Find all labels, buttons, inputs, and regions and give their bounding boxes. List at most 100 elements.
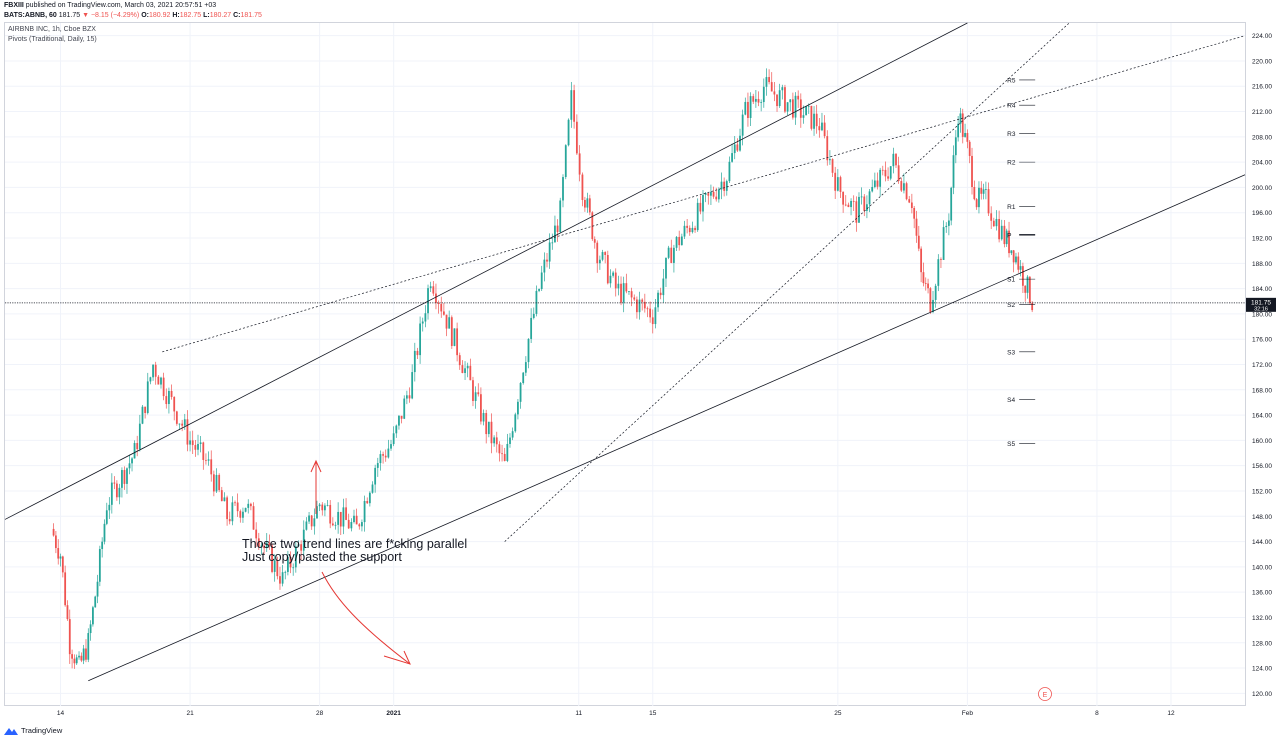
candle-body [704, 193, 707, 195]
candle-body [834, 172, 837, 191]
candle-body [942, 227, 945, 260]
candle-body [71, 654, 73, 659]
candle-body [1022, 266, 1024, 286]
close-value: 181.75 [240, 12, 262, 19]
candle-body [573, 90, 576, 122]
candle-body [665, 257, 667, 279]
candle-body [731, 153, 733, 162]
candle-body [103, 523, 106, 542]
x-tick-label: 11 [575, 710, 582, 717]
candle-body [591, 212, 594, 240]
candle-body [609, 275, 612, 284]
candle-body [289, 556, 292, 568]
candle-body [559, 200, 562, 232]
candle-body [532, 313, 535, 318]
y-tick-label: 160.00 [1252, 438, 1272, 445]
candle-body [990, 213, 993, 221]
chart-frame[interactable] [4, 22, 1246, 706]
trend-lines [4, 22, 1246, 682]
candle-body [302, 529, 305, 551]
candle-body [556, 225, 559, 232]
candle-body [831, 159, 834, 173]
candle-body [934, 285, 937, 300]
earnings-circle[interactable] [1038, 687, 1052, 701]
candle-body [604, 252, 607, 255]
candle-body [223, 497, 226, 502]
candle-body [448, 317, 451, 329]
high-value: 182.75 [179, 12, 202, 19]
candle-body [477, 392, 480, 395]
y-tick-label: 144.00 [1252, 539, 1272, 546]
footer: TradingView [4, 726, 62, 735]
price-change: ▼ −8.15 (−4.29%) [82, 12, 140, 19]
y-tick-label: 172.00 [1252, 362, 1272, 369]
candle-body [408, 395, 411, 399]
candle-body [247, 503, 250, 508]
candle-body [160, 377, 162, 385]
candle-body [249, 503, 252, 507]
y-tick-label: 184.00 [1252, 286, 1272, 293]
candle-body [138, 423, 141, 450]
candle-body [403, 398, 406, 419]
candle-body [85, 648, 87, 660]
quote-line: BATS:ABNB, 60 181.75 ▼ −8.15 (−4.29%) O:… [4, 11, 262, 20]
candle-body [89, 624, 92, 634]
candle-body [480, 394, 482, 422]
candle-body [968, 141, 971, 156]
legend-indicator[interactable]: Pivots (Traditional, Daily, 15) [8, 36, 97, 43]
candle-body [310, 515, 313, 527]
candle-body [917, 235, 920, 249]
pivot-label-r1: R1 [1007, 204, 1016, 211]
candle-body [64, 572, 67, 606]
candle-body [586, 198, 589, 208]
candle-body [691, 227, 694, 233]
trend-line-3[interactable] [162, 35, 1246, 353]
candle-body [567, 119, 570, 146]
last-price-box [1246, 297, 1276, 312]
candle-body [493, 437, 496, 444]
candle-body [694, 227, 696, 231]
candle-body [279, 576, 281, 584]
pivot-label-r3: R3 [1007, 131, 1016, 138]
candle-body [482, 412, 485, 422]
candle-body [768, 77, 770, 83]
candle-body [739, 135, 741, 151]
trend-line-1[interactable] [4, 22, 968, 520]
candle-body [680, 236, 683, 246]
candle-body [87, 633, 90, 660]
candle-body [506, 443, 509, 461]
trend-line-2[interactable] [88, 174, 1246, 682]
earnings-marker[interactable]: E [1038, 687, 1052, 701]
candle-body [551, 242, 554, 244]
candle-body [292, 567, 295, 569]
candle-body [932, 299, 934, 312]
footer-brand: TradingView [21, 726, 63, 735]
candle-body [720, 181, 723, 190]
annotation-line-1: Those two trend lines are f*cking parall… [242, 537, 467, 551]
pivot-label-s4: S4 [1007, 397, 1015, 404]
candle-body [202, 442, 205, 460]
tradingview-logo-icon [4, 727, 18, 735]
x-tick-label: 15 [649, 710, 657, 717]
candle-body [178, 423, 181, 425]
candle-body [575, 121, 578, 154]
candle-body [331, 523, 334, 526]
candle-body [866, 204, 868, 211]
candle-body [836, 177, 839, 191]
candle-body [847, 204, 850, 208]
x-axis: 14 21 28 2021 11 15 25 Feb 8 12 [57, 710, 1175, 717]
candle-body [345, 507, 347, 520]
candle-body [754, 98, 757, 102]
candle-body [908, 199, 911, 203]
candle-body [1024, 285, 1027, 293]
y-tick-label: 164.00 [1252, 413, 1272, 420]
candle-body [1031, 302, 1034, 311]
candle-body [776, 94, 778, 107]
pivot-label-p: P [1007, 232, 1011, 239]
annotation-layer: Those two trend lines are f*cking parall… [242, 459, 467, 665]
candle-body [205, 459, 207, 461]
candle-body [630, 291, 633, 298]
trend-line-4[interactable] [504, 22, 1070, 542]
candle-body [487, 421, 490, 435]
